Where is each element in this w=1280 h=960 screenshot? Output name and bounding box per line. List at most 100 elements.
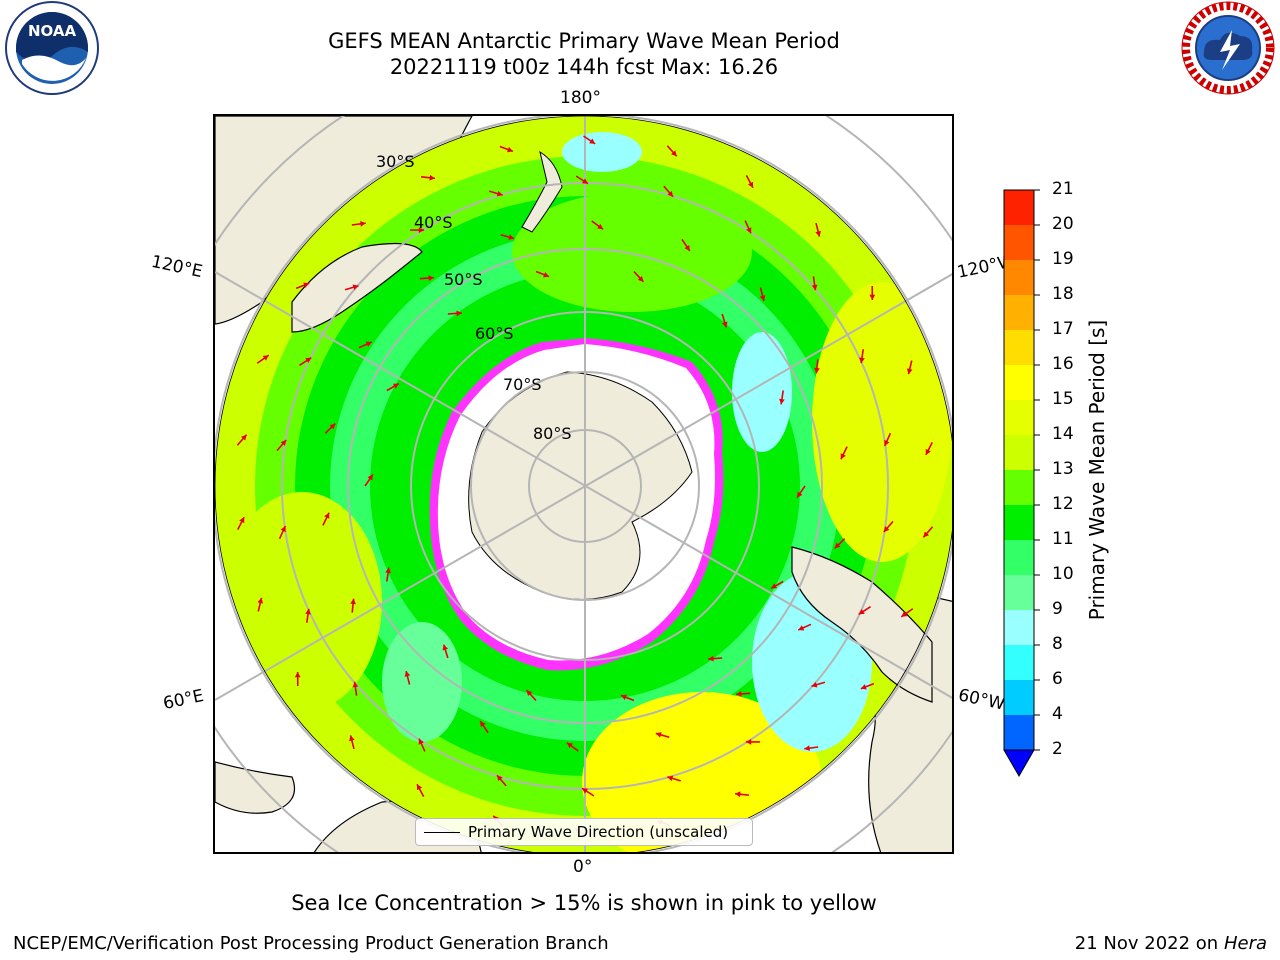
lon-label-upper-left: 120°E	[149, 251, 205, 283]
colorbar-segment	[1004, 190, 1034, 225]
wave-arrow-head	[798, 625, 805, 631]
lon-label-lower-left: 60°E	[161, 685, 206, 715]
colorbar-tick-label: 4	[1052, 704, 1063, 724]
wave-arrow-head	[305, 608, 311, 615]
colorbar-tick-label: 14	[1052, 424, 1074, 444]
colorbar-segment	[1004, 330, 1034, 365]
wave-arrow-head	[804, 745, 810, 751]
wave-arrow-head	[240, 434, 247, 441]
wave-arrow-head	[582, 788, 589, 794]
wave-arrow-head	[496, 190, 503, 197]
wave-arrow-head	[597, 223, 604, 230]
colorbar-tick-label: 11	[1052, 529, 1074, 549]
credit-date-text: 21 Nov 2022 on	[1074, 933, 1219, 954]
lat-label-60s: 60°S	[475, 324, 514, 343]
wave-arrow-head	[708, 655, 714, 662]
wave-arrow-head	[840, 453, 846, 460]
map-canvas	[215, 116, 952, 852]
colorbar-segment	[1004, 680, 1034, 715]
wave-arrow-head	[507, 146, 513, 153]
wave-arrow-head	[360, 221, 366, 227]
wave-arrow-head	[496, 775, 503, 782]
credit-branch: NCEP/EMC/Verification Post Processing Pr…	[13, 933, 609, 954]
colorbar-tick-label: 2	[1052, 739, 1063, 759]
wave-arrow-head	[239, 517, 245, 524]
lon-label-top: 180°	[560, 88, 601, 108]
wave-arrow-head	[771, 583, 778, 589]
wave-arrow-head	[428, 275, 434, 281]
wave-arrow-head	[352, 284, 359, 291]
wave-arrow-head	[352, 681, 359, 688]
colorbar-segment	[1004, 365, 1034, 400]
wave-arrow-head	[811, 284, 818, 291]
colorbar-segment	[1004, 645, 1034, 680]
wave-arrow-head	[392, 383, 399, 389]
colorbar-segment	[1004, 470, 1034, 505]
colorbar-segment	[1004, 715, 1034, 750]
wave-arrow-head	[759, 295, 766, 301]
wave-arrow-head	[508, 234, 515, 240]
wave-arrow-head	[329, 423, 336, 430]
colorbar-tick-label: 13	[1052, 459, 1074, 479]
wave-arrow-head	[869, 294, 876, 300]
wave-direction-arrows	[236, 135, 934, 837]
colorbar-segment	[1004, 400, 1034, 435]
wave-arrow-head	[456, 310, 462, 317]
wave-arrow-head	[745, 739, 752, 745]
lat-label-50s: 50°S	[444, 270, 483, 289]
legend-label: Primary Wave Direction (unscaled)	[468, 823, 729, 841]
wave-arrow-head	[797, 491, 803, 498]
wave-arrow-head	[429, 174, 435, 181]
wave-arrow-head	[859, 357, 865, 364]
colorbar-tick-label: 16	[1052, 354, 1074, 374]
wave-arrow-head	[480, 721, 486, 728]
wave-arrow-head	[367, 474, 373, 481]
colorbar-segment	[1004, 610, 1034, 645]
colorbar: 2 4 6 8 9 10 11 12 13 14 15 16 17 18 19 20 21	[990, 170, 1140, 800]
lon-label-bottom: 0°	[573, 857, 593, 877]
colorbar-tick-label: 18	[1052, 284, 1074, 304]
svg-text:NOAA: NOAA	[28, 22, 77, 40]
lat-label-70s: 70°S	[503, 375, 542, 394]
wave-arrow-head	[811, 681, 818, 688]
wave-arrow-head	[589, 138, 596, 144]
wave-arrow-head	[901, 611, 908, 617]
wave-arrow-head	[324, 512, 330, 519]
map-legend: Primary Wave Direction (unscaled)	[415, 818, 753, 846]
wave-arrow-head	[736, 691, 742, 697]
lat-label-40s: 40°S	[414, 213, 453, 232]
colorbar-segment	[1004, 540, 1034, 575]
wave-arrow-head	[349, 735, 355, 742]
map-panel	[213, 114, 954, 854]
colorbar-segment	[1004, 295, 1034, 330]
wave-arrow-head	[746, 227, 752, 234]
wave-arrow-head	[303, 282, 310, 288]
colorbar-tick-label: 6	[1052, 669, 1063, 689]
wave-arrow-head	[735, 791, 741, 798]
colorbar-title: Primary Wave Mean Period [s]	[1085, 319, 1109, 621]
colorbar-tick-label: 21	[1052, 179, 1074, 199]
map-subtitle: 20221119 t00z 144h fcst Max: 16.26	[389, 55, 779, 79]
wave-arrow-head	[747, 181, 754, 188]
colorbar-segment	[1004, 435, 1034, 470]
sea-ice-note: Sea Ice Concentration > 15% is shown in …	[291, 891, 877, 915]
wave-arrow-head	[655, 732, 662, 738]
wave-arrow-head	[860, 684, 867, 690]
colorbar-graphic	[1003, 189, 1040, 778]
lat-label-30s: 30°S	[376, 152, 415, 171]
colorbar-tick-label: 15	[1052, 389, 1074, 409]
colorbar-segment	[1004, 505, 1034, 540]
wave-arrow-head	[280, 440, 287, 446]
wave-arrow-head	[906, 368, 913, 375]
wave-arrow-head	[365, 341, 372, 347]
wave-arrow-head	[280, 526, 286, 533]
wave-arrow-head	[858, 609, 865, 615]
wave-arrow-head	[721, 321, 728, 328]
wave-arrow-head	[834, 542, 841, 549]
colorbar-tick-label: 19	[1052, 249, 1074, 269]
nws-logo	[1176, 0, 1280, 100]
wave-arrow-head	[294, 672, 301, 678]
colorbar-tick-label: 9	[1052, 599, 1063, 619]
colorbar-tick-label: 20	[1052, 214, 1074, 234]
wave-arrow-head	[416, 784, 423, 791]
